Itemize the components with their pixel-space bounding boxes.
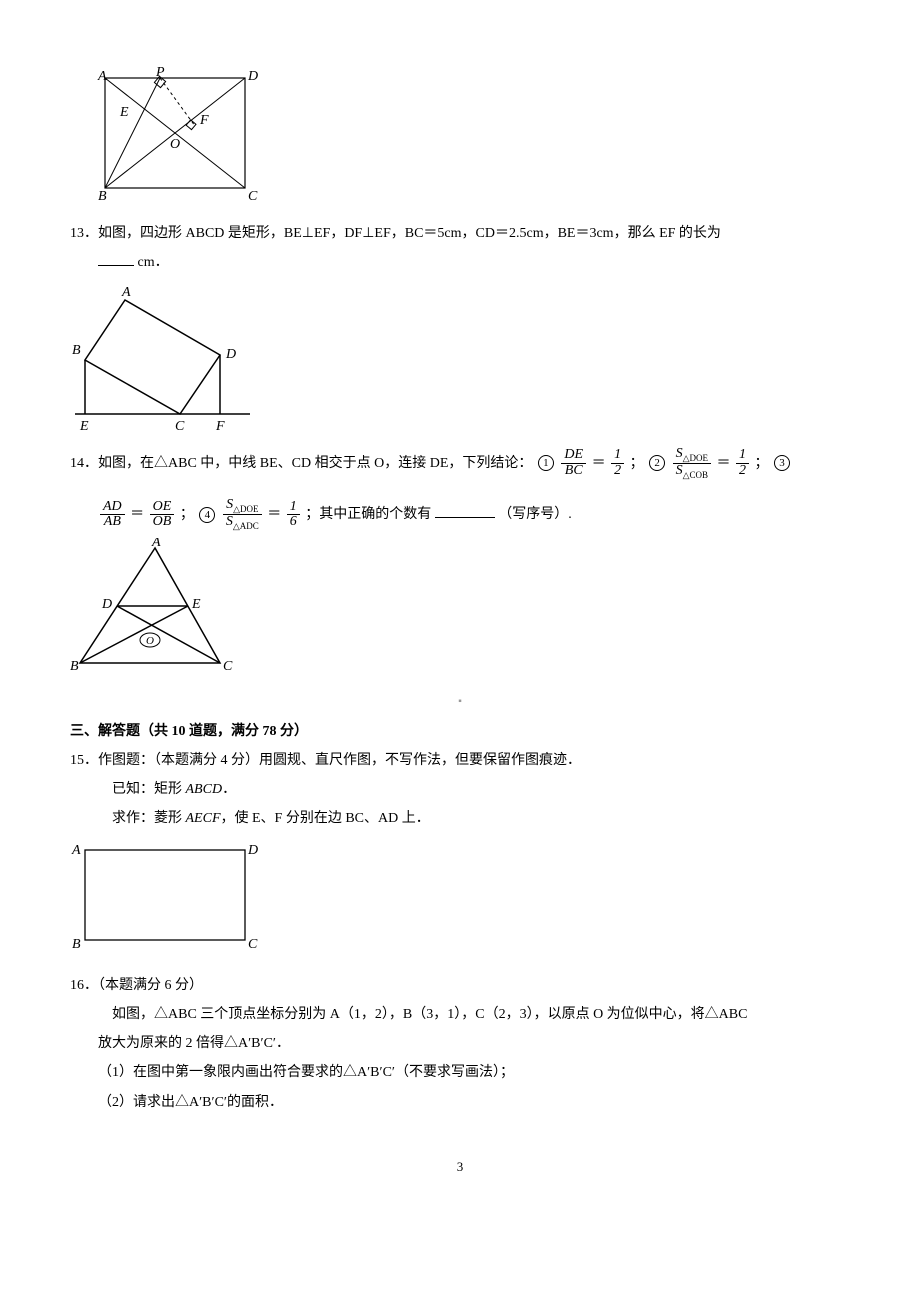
circ-4: 4 [199, 507, 215, 523]
figure-13: A B D E C F [70, 282, 850, 441]
label-D: D [247, 843, 258, 858]
q14-half1: 1 2 [611, 448, 624, 478]
label-F: F [199, 113, 209, 128]
question-13: 13．如图，四边形 ABCD 是矩形，BE⊥EF，DF⊥EF，BC＝5cm，CD… [70, 221, 850, 246]
label-O: O [146, 635, 154, 647]
question-14: 14．如图，在△ABC 中，中线 BE、CD 相交于点 O，连接 DE，下列结论… [70, 447, 850, 480]
q13-unit-line: cm． [70, 250, 850, 275]
q13-unit: cm． [138, 255, 169, 270]
label-O: O [170, 137, 180, 152]
question-16: 16．（本题满分 6 分） [70, 973, 850, 998]
section-3-title: 三、解答题（共 10 道题，满分 78 分） [70, 719, 850, 744]
q16-line2: 如图，△ABC 三个顶点坐标分别为 A（1，2），B（3，1），C（2，3），以… [70, 1002, 850, 1027]
q15-num: 15 [70, 753, 84, 768]
label-C: C [175, 419, 185, 432]
q13-blank[interactable] [98, 251, 134, 266]
label-B: B [70, 659, 79, 674]
q15-line2: 已知：矩形 ABCD． [70, 777, 850, 802]
q14-half2: 1 2 [736, 448, 749, 478]
label-D: D [247, 69, 258, 84]
figure-12: A P D E F O B C [90, 66, 850, 215]
label-B: B [98, 189, 107, 204]
label-E: E [191, 597, 201, 612]
q14-frac4r: 1 6 [287, 500, 300, 530]
q14-frac2: S△DOE S△COB [673, 447, 711, 480]
question-15: 15．作图题：（本题满分 4 分）用圆规、直尺作图，不写作法，但要保留作图痕迹． [70, 748, 850, 773]
q13-text: ．如图，四边形 ABCD 是矩形，BE⊥EF，DF⊥EF，BC＝5cm，CD＝2… [84, 226, 721, 241]
label-P: P [155, 66, 165, 80]
q16-num: 16 [70, 978, 84, 993]
q16-line3: （1）在图中第一象限内画出符合要求的△A′B′C′（不要求写画法）； [70, 1060, 850, 1085]
label-E: E [119, 105, 129, 120]
label-D: D [225, 347, 236, 362]
q14-num: 14 [70, 456, 84, 471]
circ-3: 3 [774, 455, 790, 471]
label-B: B [72, 343, 81, 358]
q16-line4: （2）请求出△A′B′C′的面积． [70, 1090, 850, 1115]
separator-dot: ▪ [70, 693, 850, 711]
label-A: A [97, 69, 107, 84]
label-F: F [215, 419, 225, 432]
q14-blank[interactable] [435, 503, 495, 518]
label-A: A [71, 843, 81, 858]
label-C: C [248, 189, 258, 204]
label-C: C [223, 659, 233, 674]
q14-intro: ．如图，在△ABC 中，中线 BE、CD 相交于点 O，连接 DE，下列结论： [84, 456, 532, 471]
q14-frac3l: AD AB [100, 500, 125, 530]
label-D: D [101, 597, 112, 612]
q15-line3: 求作：菱形 AECF，使 E、F 分别在边 BC、AD 上． [70, 806, 850, 831]
label-C: C [248, 937, 258, 952]
label-B: B [72, 937, 81, 952]
q14-frac4: S△DOE S△ADC [223, 498, 262, 531]
label-A: A [151, 538, 161, 550]
q13-num: 13 [70, 226, 84, 241]
label-E: E [79, 419, 89, 432]
circ-1: 1 [538, 455, 554, 471]
page-number: 3 [70, 1155, 850, 1178]
question-14-line2: AD AB ＝ OE OB ； 4 S△DOE S△ADC ＝ 1 6 ；其中正… [70, 498, 850, 531]
figure-14: A D E O B C [70, 538, 850, 687]
label-A: A [121, 285, 131, 300]
q16-line2b: 放大为原来的 2 倍得△A′B′C′． [70, 1031, 850, 1056]
figure-15: A D B C [70, 838, 850, 967]
q14-frac3r: OE OB [150, 500, 175, 530]
circ-2: 2 [649, 455, 665, 471]
q14-frac1: DE BC [561, 448, 586, 478]
